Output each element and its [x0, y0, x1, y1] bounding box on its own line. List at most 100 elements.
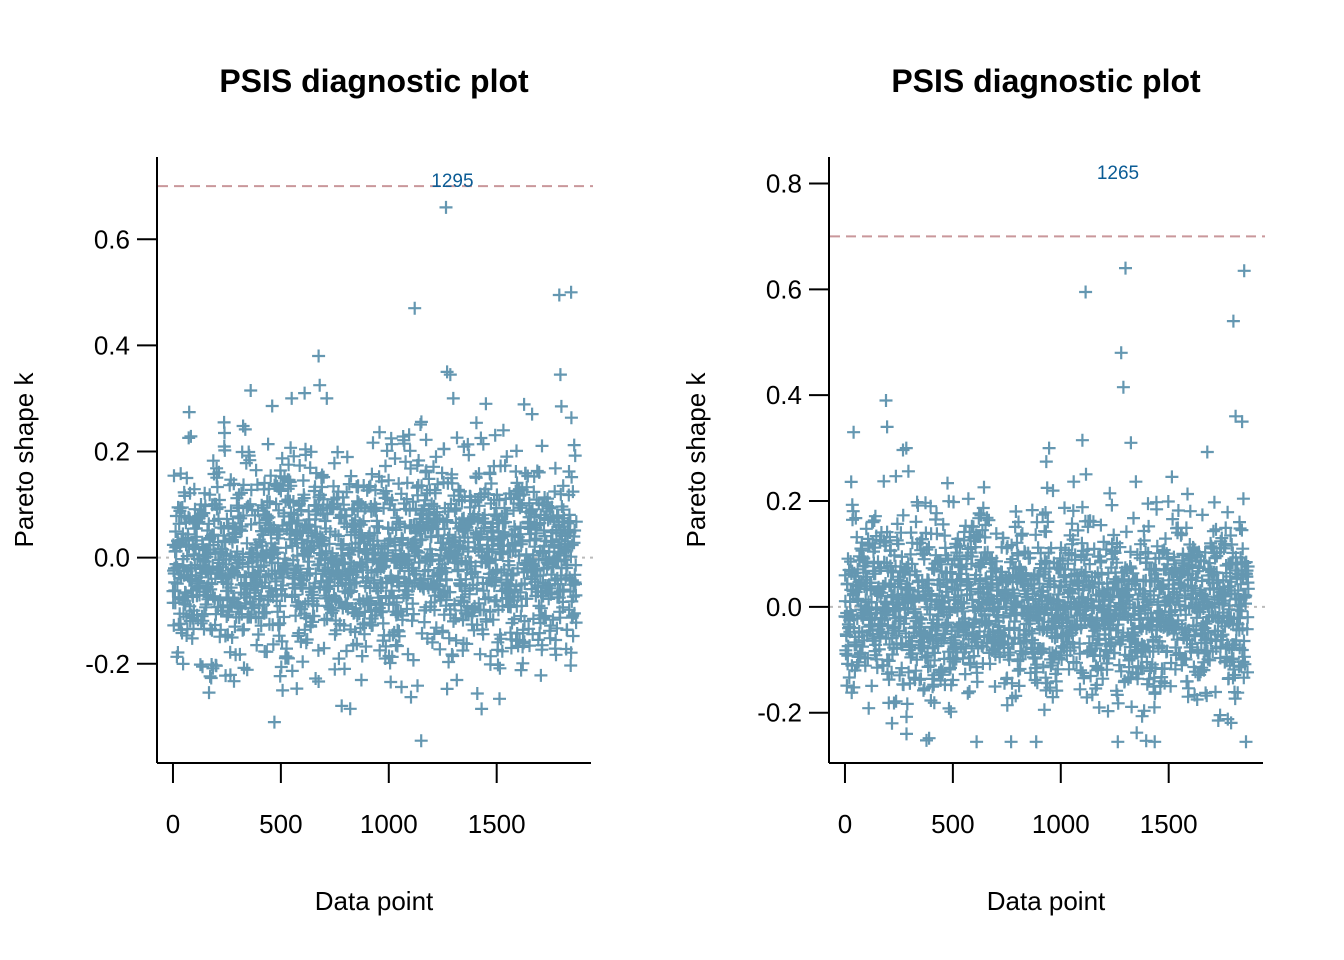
data-point: [517, 397, 531, 411]
data-point: [887, 548, 901, 562]
data-point: [996, 531, 1010, 545]
data-point: [1105, 635, 1118, 649]
data-point: [461, 523, 475, 537]
data-point: [983, 657, 997, 671]
data-point: [1015, 527, 1029, 541]
data-point: [865, 679, 879, 693]
right-y-ticks: -0.2 0.0 0.2 0.4 0.6 0.8: [757, 168, 829, 728]
data-point: [445, 476, 459, 490]
data-point: [437, 442, 451, 456]
data-point: [868, 509, 882, 523]
data-point: [218, 629, 232, 643]
data-point: [477, 603, 491, 617]
data-point: [261, 437, 275, 451]
y-tick-label: 0.6: [94, 224, 130, 254]
data-point: [858, 659, 872, 673]
data-point: [269, 497, 283, 511]
data-point: [569, 616, 583, 630]
data-point: [322, 537, 336, 551]
data-point: [988, 680, 1002, 693]
data-point: [922, 731, 936, 745]
data-point: [1037, 703, 1051, 717]
data-point: [476, 627, 490, 641]
data-point: [406, 653, 420, 667]
data-point: [961, 492, 975, 506]
data-point: [568, 449, 582, 463]
data-point: [337, 537, 350, 551]
data-point: [882, 654, 896, 668]
data-point: [478, 592, 492, 606]
data-point: [1009, 505, 1023, 518]
data-point: [412, 555, 426, 569]
data-point: [300, 633, 314, 646]
data-point: [899, 441, 913, 455]
data-point: [1109, 623, 1123, 637]
data-point: [388, 452, 402, 465]
left-y-ticks: -0.2 0.0 0.2 0.4 0.6: [85, 224, 157, 679]
data-point: [379, 459, 392, 473]
data-point: [856, 640, 869, 654]
data-point: [500, 450, 514, 464]
data-point: [250, 638, 264, 652]
data-point: [373, 425, 386, 439]
data-point: [244, 384, 258, 397]
data-point: [405, 614, 419, 628]
data-point: [277, 610, 291, 624]
data-point: [439, 200, 453, 214]
data-point: [936, 517, 950, 531]
data-point: [525, 407, 539, 421]
data-point: [1040, 481, 1054, 495]
data-point: [973, 574, 987, 588]
data-point: [234, 486, 248, 500]
data-point: [392, 629, 406, 643]
data-point: [970, 675, 984, 689]
data-point: [1013, 560, 1027, 574]
data-point: [469, 416, 483, 430]
data-point: [237, 478, 250, 492]
data-point: [1052, 651, 1066, 665]
data-point: [180, 549, 194, 563]
data-point: [516, 656, 530, 670]
data-point: [1068, 548, 1082, 562]
data-point: [866, 515, 880, 529]
data-point: [390, 595, 404, 609]
data-point: [446, 391, 460, 405]
data-point: [470, 687, 484, 700]
data-point: [411, 679, 424, 693]
data-point: [564, 411, 578, 425]
data-point: [400, 476, 414, 490]
data-point: [1050, 684, 1064, 698]
data-point: [891, 537, 905, 551]
data-point: [546, 613, 560, 627]
data-point: [1083, 579, 1097, 593]
data-point: [499, 515, 512, 529]
data-point: [412, 454, 426, 467]
data-point: [1039, 525, 1053, 539]
data-point: [928, 646, 942, 660]
data-point: [911, 499, 925, 512]
data-point: [440, 682, 454, 696]
data-point: [320, 391, 334, 405]
data-point: [553, 611, 567, 625]
data-point: [383, 656, 397, 670]
data-point: [357, 514, 370, 528]
data-point: [474, 431, 488, 445]
data-point: [565, 470, 579, 484]
data-point: [1112, 658, 1126, 672]
data-point: [566, 629, 580, 643]
data-point: [897, 678, 910, 692]
data-point: [265, 399, 279, 413]
data-point: [839, 647, 853, 661]
data-point: [472, 499, 486, 513]
data-point: [533, 568, 547, 582]
data-point: [340, 450, 354, 464]
data-point: [182, 405, 196, 419]
data-point: [996, 610, 1010, 624]
data-point: [285, 664, 299, 678]
data-point: [564, 285, 578, 299]
data-point: [439, 593, 453, 607]
data-point: [882, 673, 896, 687]
data-point: [569, 558, 583, 572]
data-point: [1092, 701, 1106, 714]
data-point: [473, 647, 487, 661]
